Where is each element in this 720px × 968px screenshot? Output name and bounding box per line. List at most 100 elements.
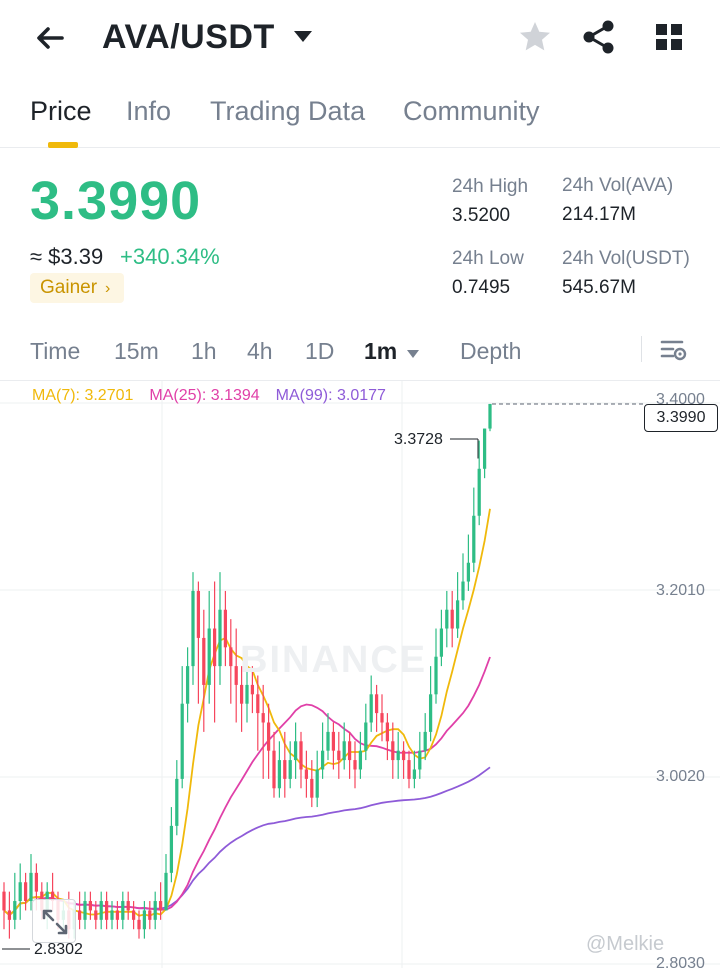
- candle-body: [326, 731, 330, 751]
- candle-body: [229, 647, 233, 667]
- candle-body: [104, 901, 109, 920]
- stat-24h-vol-ava-value: 214.17M: [562, 204, 636, 225]
- candle-body: [50, 891, 55, 902]
- candle-body: [115, 910, 120, 920]
- candle-body: [191, 590, 195, 667]
- candle-body: [164, 872, 168, 911]
- stat-24h-low-value: 0.7495: [452, 277, 511, 298]
- y-axis-label: 3.0020: [656, 768, 705, 785]
- top-bar: AVA/USDT: [0, 0, 720, 76]
- candle-body: [266, 722, 271, 751]
- candle-body: [450, 609, 454, 629]
- interval-depth[interactable]: Depth: [460, 338, 522, 364]
- interval-1d[interactable]: 1D: [305, 338, 335, 364]
- star-icon[interactable]: [516, 18, 554, 56]
- y-axis-label: 2.8030: [656, 955, 705, 968]
- ma99-label: MA(99): 3.0177: [275, 387, 386, 404]
- candle-body: [347, 741, 352, 761]
- candle-body: [445, 609, 449, 629]
- back-arrow-icon[interactable]: [32, 20, 68, 56]
- chart-canvas: [0, 381, 720, 968]
- interval-15m[interactable]: 15m: [114, 338, 159, 364]
- candle-body: [461, 581, 465, 601]
- candle-body: [466, 562, 471, 582]
- candle-body: [110, 910, 114, 920]
- candle-body: [337, 750, 341, 761]
- candle-body: [169, 825, 174, 873]
- interval-1h[interactable]: 1h: [191, 338, 217, 364]
- candle-body: [250, 684, 255, 695]
- candle-body: [207, 628, 211, 685]
- candle-body: [320, 750, 325, 770]
- candle-body: [418, 750, 422, 770]
- candle-body: [331, 731, 336, 751]
- interval-caret-down-icon[interactable]: [406, 346, 420, 358]
- interval-time[interactable]: Time: [30, 338, 81, 364]
- candle-body: [185, 666, 190, 704]
- candle-body: [380, 713, 384, 723]
- candle-body: [304, 769, 309, 779]
- gainer-badge[interactable]: Gainer ›: [30, 273, 125, 303]
- candle-body: [364, 722, 368, 751]
- candle-body: [396, 750, 400, 761]
- candlestick-chart[interactable]: BINANCE MA(7): 3.2701 MA(25): 3.1394 MA(99…: [0, 380, 720, 968]
- caret-down-icon[interactable]: [292, 28, 314, 44]
- candle-body: [439, 628, 444, 657]
- candle-body: [374, 694, 379, 714]
- price-change-percent: +340.34%: [120, 244, 220, 269]
- period-high-label: 3.3728: [394, 431, 443, 448]
- pair-title[interactable]: AVA/USDT: [102, 18, 275, 56]
- candle-body: [158, 901, 163, 911]
- candle-body: [34, 872, 39, 892]
- candle-body: [256, 694, 260, 714]
- binance-watermark: BINANCE: [240, 639, 428, 681]
- stat-24h-vol-usdt-label: 24h Vol(USDT): [562, 248, 690, 269]
- active-tab-indicator: [48, 142, 78, 148]
- candle-body: [293, 741, 298, 761]
- section-tabs: Price Info Trading Data Community: [0, 90, 720, 148]
- chart-settings-icon[interactable]: [660, 338, 688, 364]
- share-icon[interactable]: [580, 18, 618, 56]
- candle-body: [77, 910, 82, 920]
- candle-body: [407, 760, 411, 779]
- y-axis-label: 3.2010: [656, 582, 705, 599]
- interval-4h[interactable]: 4h: [247, 338, 273, 364]
- expand-icon[interactable]: [32, 899, 76, 943]
- candle-body: [434, 656, 438, 695]
- candle-body: [391, 741, 395, 761]
- candle-body: [315, 769, 319, 798]
- candle-body: [412, 769, 417, 779]
- gainer-badge-label: Gainer: [40, 277, 98, 298]
- candle-body: [148, 910, 152, 920]
- candle-body: [223, 609, 228, 648]
- stat-24h-high-label: 24h High: [452, 176, 529, 197]
- tab-trading-data[interactable]: Trading Data: [210, 96, 366, 126]
- candle-body: [83, 901, 87, 920]
- interval-bar: Time 15m 1h 4h 1D 1m Depth: [0, 330, 720, 376]
- candle-body: [29, 872, 33, 902]
- candle-body: [385, 722, 390, 742]
- candle-body: [121, 901, 125, 920]
- candle-body: [180, 703, 184, 779]
- candle-body: [472, 515, 476, 563]
- candle-body: [423, 731, 427, 751]
- candle-body: [99, 901, 103, 920]
- last-price: 3.3990: [30, 171, 202, 231]
- stat-24h-vol-usdt-value: 545.67M: [562, 277, 636, 298]
- candle-body: [131, 910, 136, 920]
- candle-body: [369, 694, 373, 723]
- candle-body: [477, 468, 481, 516]
- interval-1m[interactable]: 1m: [364, 338, 398, 364]
- candle-body: [277, 760, 282, 789]
- candle-body: [13, 901, 17, 920]
- candle-body: [283, 760, 287, 779]
- candle-body: [401, 750, 406, 761]
- tab-price[interactable]: Price: [30, 96, 92, 126]
- grid-icon[interactable]: [650, 18, 688, 56]
- tab-community[interactable]: Community: [403, 96, 540, 126]
- stat-24h-vol-ava-label: 24h Vol(AVA): [562, 175, 674, 196]
- tab-info[interactable]: Info: [126, 96, 172, 126]
- ma7-label: MA(7): 3.2701: [32, 387, 134, 404]
- y-axis-label: 3.4000: [656, 391, 705, 408]
- interval-divider: [641, 336, 642, 362]
